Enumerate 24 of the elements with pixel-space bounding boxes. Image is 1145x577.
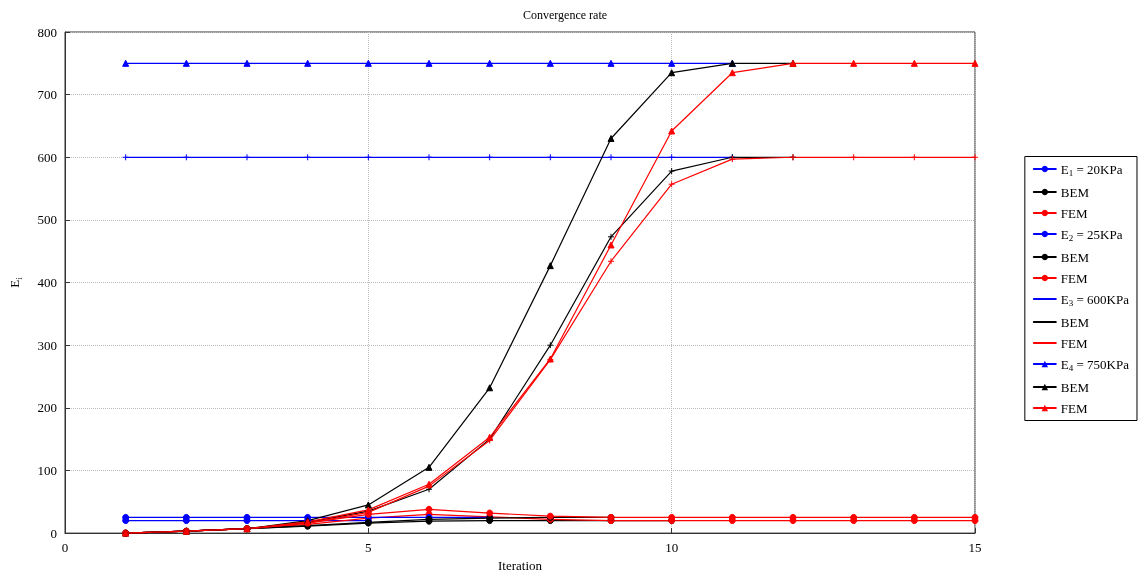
y-tick-label: 400 [37,275,57,291]
legend-label: BEM [1060,314,1090,330]
y-tick-label: 700 [37,87,57,103]
x-tick-label: 0 [61,540,69,556]
y-tick-label: 800 [37,24,57,40]
legend-label: FEM [1060,400,1089,416]
x-tick-label: 5 [365,540,372,556]
y-tick-label: 300 [37,337,57,353]
y-tick-label: 200 [37,400,57,416]
legend-label: BEM [1060,184,1090,200]
x-tick-label: 15 [968,540,982,556]
y-tick-label: 100 [37,462,57,478]
legend-label: FEM [1060,335,1089,351]
y-tick-label: 600 [37,149,57,165]
legend-label: BEM [1060,249,1090,265]
x-tick-label: 10 [665,540,679,556]
y-axis-title: Ei [7,276,24,288]
legend-label: FEM [1060,205,1089,221]
y-tick-label: 0 [50,525,57,541]
chart-title: Convergence rate [522,8,608,22]
legend-label: BEM [1060,379,1090,395]
y-tick-label: 500 [37,212,57,228]
x-axis-title: Iteration [497,558,543,573]
legend-label: FEM [1060,270,1089,286]
